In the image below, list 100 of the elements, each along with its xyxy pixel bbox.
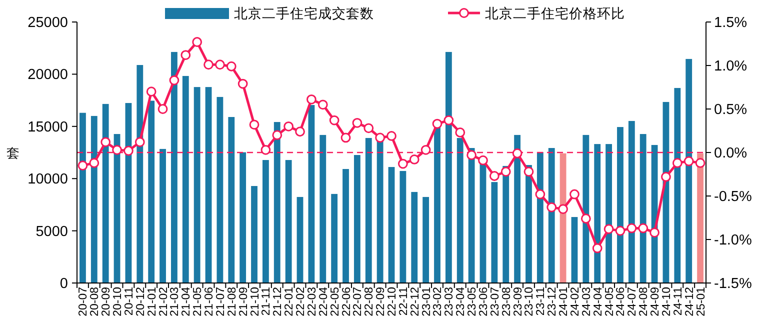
x-tick-label: 23-06: [478, 287, 490, 316]
bar: [491, 182, 498, 283]
bar: [526, 165, 532, 283]
bar: [480, 164, 486, 283]
point: [124, 146, 134, 156]
x-tick-label: 22-10: [386, 287, 398, 316]
point: [478, 155, 488, 166]
y2-tick-label: -0.5%: [714, 189, 752, 205]
point: [592, 243, 602, 254]
x-tick-label: 21-06: [204, 287, 216, 316]
x-tick-label: 23-03: [444, 287, 456, 316]
legend-label: 北京二手住宅成交套数: [234, 6, 374, 21]
point: [329, 115, 340, 126]
y-tick-label: 25000: [28, 15, 68, 31]
x-tick-label: 23-10: [524, 287, 536, 316]
bar: [594, 144, 601, 283]
x-tick-label: 21-09: [238, 287, 250, 316]
bar: [331, 194, 338, 283]
x-tick-label: 21-07: [214, 287, 227, 316]
x-tick-label: 22-12: [409, 287, 422, 316]
point: [386, 131, 396, 141]
x-tick-label: 23-11: [535, 287, 548, 316]
x-tick-label: 24-02: [569, 287, 582, 316]
x-tick-label: 23-09: [512, 287, 524, 316]
y-tick-label: 20000: [28, 67, 68, 84]
point: [352, 118, 362, 128]
bar: [674, 88, 681, 283]
bar: [422, 196, 430, 283]
point: [169, 75, 180, 86]
x-tick-label: 25-01: [695, 287, 708, 316]
point: [672, 158, 682, 168]
bar: [251, 186, 258, 283]
x-tick-label: 21-11: [260, 287, 273, 316]
bar: [262, 160, 269, 283]
point: [466, 150, 477, 160]
point: [500, 166, 511, 177]
x-tick-label: 22-02: [295, 287, 308, 316]
x-tick-label: 22-01: [284, 287, 296, 316]
bar: [365, 138, 372, 283]
y2-tick-label: 1.5%: [714, 15, 748, 31]
bar: [90, 116, 98, 283]
x-tick-label: 21-12: [272, 287, 284, 316]
bar: [445, 52, 452, 283]
x-tick-label: 21-01: [146, 287, 158, 316]
y2-tick-label: -1.5%: [714, 276, 752, 292]
x-tick-label: 20-11: [123, 287, 136, 316]
x-tick-label: 22-06: [340, 287, 353, 316]
bar: [285, 160, 292, 283]
point: [398, 158, 408, 169]
point: [318, 100, 328, 110]
bar: [320, 134, 326, 283]
x-tick-label: 23-12: [546, 287, 559, 316]
bar: [628, 120, 635, 283]
x-tick-label: 24-06: [615, 287, 628, 316]
point: [409, 154, 420, 164]
point: [260, 144, 271, 155]
point: [661, 172, 671, 182]
x-tick-label: 21-08: [226, 287, 238, 316]
legend-label: 北京二手住宅价格环比: [485, 6, 625, 21]
point: [215, 60, 225, 70]
bar: [617, 127, 624, 283]
x-tick-label: 22-07: [352, 287, 364, 316]
point: [238, 78, 248, 89]
point: [444, 115, 454, 126]
point: [89, 158, 100, 168]
bar: [536, 152, 544, 283]
bar: [228, 117, 235, 283]
x-tick-label: 23-01: [420, 287, 433, 316]
y2-tick-label: 0.0%: [714, 146, 748, 162]
x-tick-label: 21-10: [249, 287, 262, 316]
x-tick-label: 24-10: [660, 287, 673, 316]
x-tick-label: 24-04: [592, 286, 604, 316]
x-tick-label: 20-09: [100, 287, 113, 316]
point: [272, 130, 282, 140]
point: [340, 132, 351, 143]
y-tick-label: 5000: [36, 224, 68, 240]
bar: [548, 148, 555, 283]
bar: [136, 65, 144, 283]
x-tick-label: 21-04: [180, 286, 193, 316]
x-tick-label: 20-08: [89, 287, 102, 316]
y-tick-label: 10000: [28, 172, 68, 188]
x-tick-label: 24-03: [580, 287, 593, 316]
bar: [308, 105, 315, 283]
point: [432, 118, 442, 129]
point: [249, 120, 260, 130]
point: [535, 189, 546, 200]
bar: [502, 166, 510, 283]
x-tick-label: 24-11: [672, 287, 684, 316]
point: [546, 202, 557, 212]
bar: [400, 170, 406, 283]
bar: [80, 112, 86, 283]
point: [489, 171, 500, 181]
bar: [582, 134, 590, 283]
bar: [411, 192, 418, 283]
bar: [640, 134, 646, 283]
x-tick-label: 22-09: [375, 287, 388, 316]
point: [158, 104, 168, 114]
bar: [216, 96, 224, 283]
point: [615, 226, 626, 236]
bar: [342, 168, 349, 283]
